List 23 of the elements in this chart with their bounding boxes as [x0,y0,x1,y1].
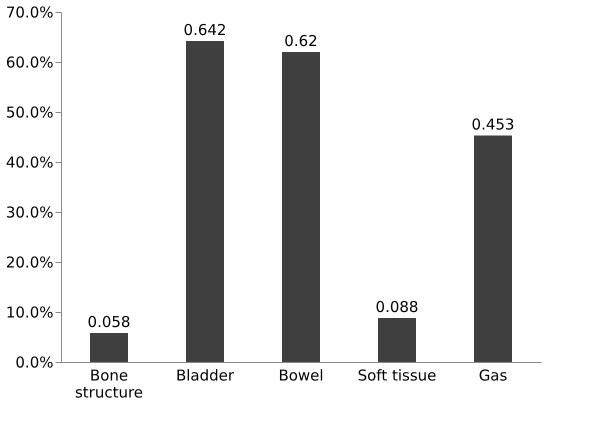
bar [282,52,320,362]
data-label: 0.058 [88,313,130,331]
data-label: 0.453 [472,116,514,134]
data-label: 0.088 [376,298,418,316]
x-tick-label: Bladder [176,366,235,384]
bar [90,333,128,362]
x-tick-label: Bone structure [74,366,144,402]
x-tick-label: Bowel [278,366,324,384]
y-tick-label: 20.0% [6,254,54,272]
bar [474,136,512,362]
x-tick-label: Gas [478,366,508,384]
y-tick-label: 10.0% [6,304,54,322]
x-tick-label: Soft tissue [358,366,436,384]
y-tick-label: 30.0% [6,204,54,222]
y-tick-label: 0.0% [15,354,54,372]
bar [378,318,416,362]
data-label: 0.62 [284,32,318,50]
y-tick-label: 50.0% [6,104,54,122]
bar [186,41,224,362]
y-tick-label: 60.0% [6,54,54,72]
data-label: 0.642 [184,21,226,39]
y-tick-label: 70.0% [6,4,54,22]
y-tick-label: 40.0% [6,154,54,172]
